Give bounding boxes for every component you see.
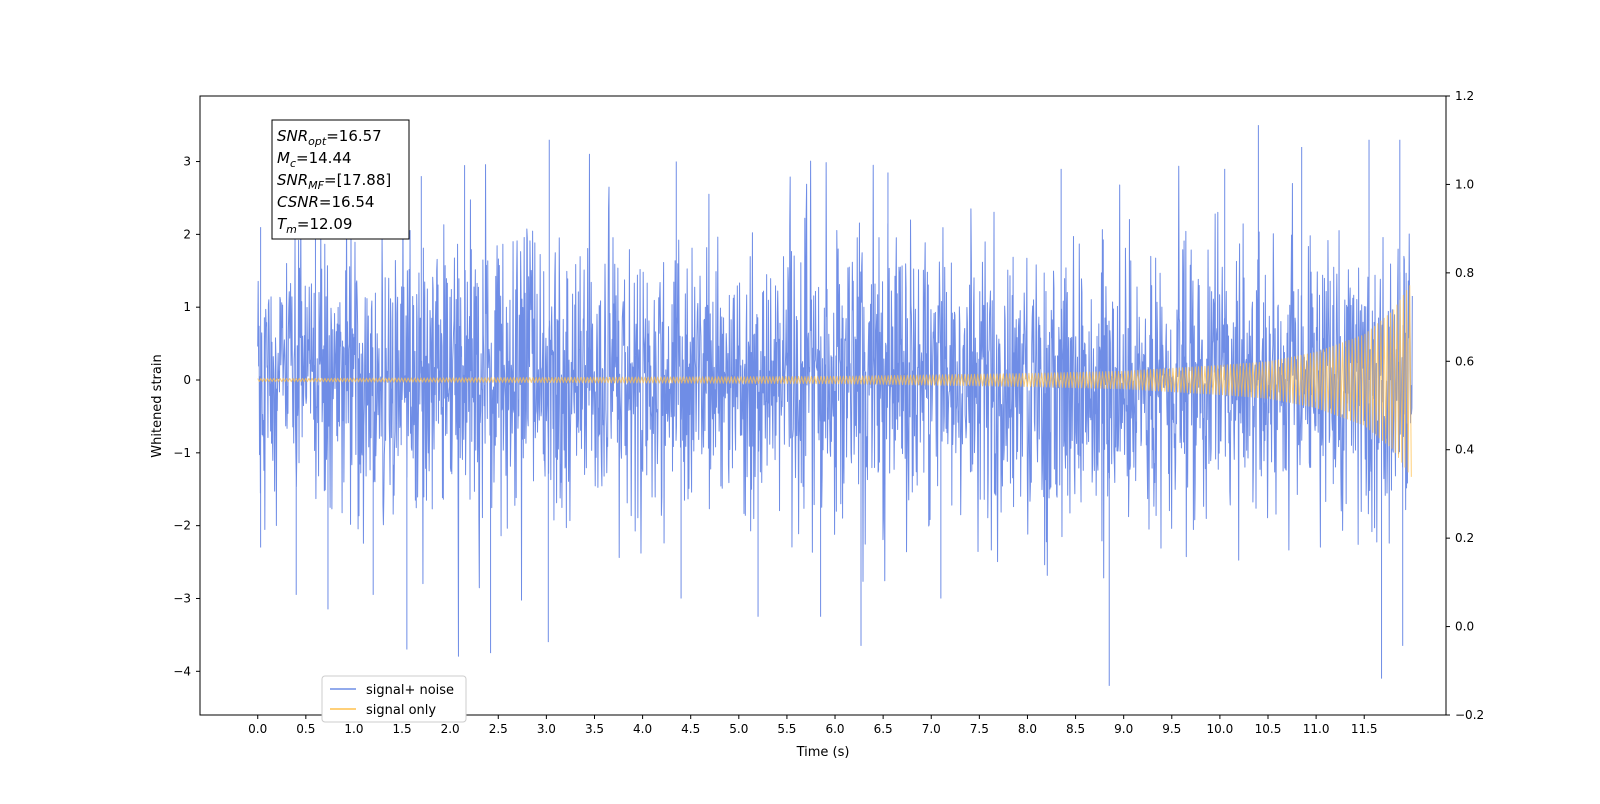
x-tick-label: 7.0 — [922, 722, 941, 736]
x-tick-label: 8.5 — [1066, 722, 1085, 736]
plot-frame — [199, 95, 1447, 716]
y-right-tick-label: 1.2 — [1455, 89, 1474, 103]
annotation-line: SNRMF=[17.88] — [277, 171, 391, 192]
y-axis-right: 1.2 1.0 0.8 0.6 0.4 0.2 0.0 −0.2 — [1446, 89, 1484, 722]
annotation-line: CSNR=16.54 — [277, 193, 374, 211]
y-right-tick-label: −0.2 — [1455, 708, 1484, 722]
y-tick-label: 3 — [183, 155, 191, 169]
x-tick-label: 5.0 — [729, 722, 748, 736]
y-tick-label: −1 — [173, 446, 191, 460]
legend-label-signal-noise: signal+ noise — [366, 683, 454, 698]
annotation-frame — [271, 119, 410, 240]
x-tick-label: 11.0 — [1303, 722, 1330, 736]
x-tick-label: 7.5 — [970, 722, 989, 736]
annotation-box: SNRopt=16.57Mc=14.44SNRMF=[17.88]CSNR=16… — [271, 119, 410, 240]
series-line-signal-noise — [257, 125, 1413, 686]
x-tick-label: 0.0 — [248, 722, 267, 736]
legend-frame — [321, 675, 467, 723]
x-tick-label: 4.0 — [633, 722, 652, 736]
y-right-tick-label: 0.4 — [1455, 443, 1474, 457]
y-right-tick-label: 0.6 — [1455, 354, 1474, 368]
x-tick-label: 6.0 — [825, 722, 844, 736]
x-tick-label: 3.0 — [537, 722, 556, 736]
x-axis-label: Time (s) — [796, 745, 850, 760]
x-tick-label: 2.5 — [489, 722, 508, 736]
x-tick-label: 11.5 — [1351, 722, 1378, 736]
y-right-tick-label: 0.8 — [1455, 266, 1474, 280]
y-axis-label: Whitened strain — [150, 354, 165, 457]
y-right-tick-label: 0.0 — [1455, 620, 1474, 634]
annotation-line: SNRopt=16.57 — [277, 127, 382, 148]
x-tick-label: 1.0 — [344, 722, 363, 736]
y-tick-label: −2 — [173, 519, 191, 533]
annotation-line: Mc=14.44 — [277, 149, 352, 170]
x-tick-label: 9.5 — [1162, 722, 1181, 736]
y-tick-label: −4 — [173, 664, 191, 678]
series-line-signal-only — [257, 285, 1412, 477]
y-tick-label: −3 — [173, 591, 191, 605]
y-tick-label: 2 — [183, 227, 191, 241]
x-tick-label: 9.0 — [1114, 722, 1133, 736]
x-tick-label: 1.5 — [393, 722, 412, 736]
x-tick-label: 10.0 — [1207, 722, 1234, 736]
x-axis: 0.0 0.5 1.0 1.5 2.0 2.5 3.0 3.5 4.0 4.5 5.0 5.5 6.0 6… — [248, 715, 1378, 736]
x-tick-label: 8.0 — [1018, 722, 1037, 736]
plot-area — [257, 125, 1413, 686]
annotation-line: Tm=12.09 — [277, 215, 352, 236]
x-tick-label: 4.5 — [681, 722, 700, 736]
x-tick-label: 2.0 — [441, 722, 460, 736]
y-right-tick-label: 0.2 — [1455, 531, 1474, 545]
x-tick-label: 10.5 — [1255, 722, 1282, 736]
y-tick-label: 1 — [183, 300, 191, 314]
y-axis-left: 3 2 1 0 −1 −2 −3 −4 — [173, 155, 200, 678]
x-tick-label: 5.5 — [777, 722, 796, 736]
x-tick-label: 6.5 — [874, 722, 893, 736]
legend: signal+ noise signal only — [321, 675, 467, 723]
x-tick-label: 0.5 — [296, 722, 315, 736]
legend-label-signal-only: signal only — [366, 703, 436, 718]
y-right-tick-label: 1.0 — [1455, 177, 1474, 191]
y-tick-label: 0 — [183, 373, 191, 387]
x-tick-label: 3.5 — [585, 722, 604, 736]
